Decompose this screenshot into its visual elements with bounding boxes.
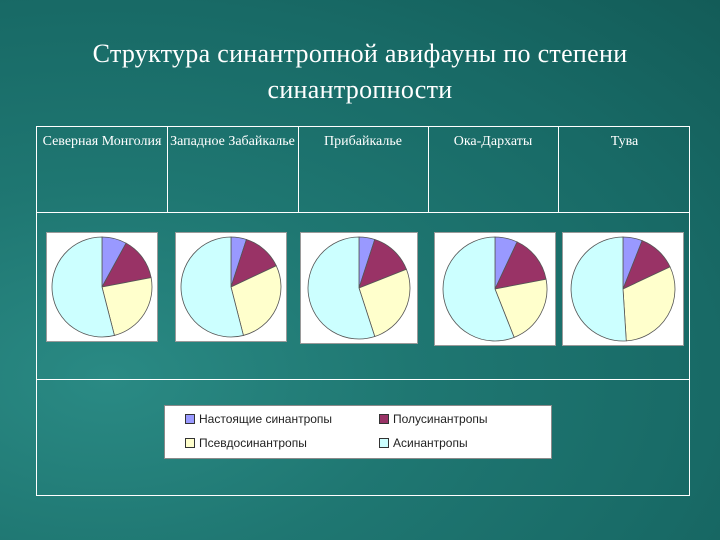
column-divider-3 [428, 127, 429, 212]
region-name-oka-darkhaty: Ока-Дархаты [453, 134, 533, 149]
region-name-cisbaikalia: Прибайкалье [324, 134, 402, 149]
pie-slice-pseudo-synanthropes [230, 265, 282, 336]
pie-slice-pseudo-synanthropes [494, 278, 548, 338]
pie-slice-asynanthropes [180, 236, 244, 338]
pie-slice-asynanthropes [307, 236, 376, 340]
legend-label-true-synanthropes: Настоящие синантропы [199, 412, 333, 426]
pie-slice-pseudo-synanthropes [101, 277, 153, 336]
pie-slice-pseudo-synanthropes [622, 266, 676, 342]
pie-chart-tuva [562, 232, 684, 346]
table-divider-legend [37, 379, 689, 380]
column-divider-2 [298, 127, 299, 212]
pie-chart-cisbaikalia [300, 232, 418, 344]
pie-slice-asynanthropes [51, 236, 115, 338]
pie-chart-oka-darkhaty [434, 232, 556, 346]
legend-label-semi-synanthropes: Полусинантропы [393, 412, 488, 426]
region-name-tuva: Тува [610, 134, 639, 149]
region-name-north-mongolia: Северная Монголия [42, 134, 162, 149]
legend-label-pseudo-synanthropes: Псевдосинантропы [199, 436, 307, 450]
regions-table: Северная Монголия Западное Забайкалье Пр… [36, 126, 690, 496]
pie-slice-semi-synanthropes [494, 241, 547, 290]
legend-swatch [185, 413, 195, 424]
legend-item-asynanthropes: Асинантропы [379, 436, 468, 450]
pie-slice-asynanthropes [570, 236, 627, 342]
pie-slice-pseudo-synanthropes [358, 268, 411, 338]
legend-item-semi-synanthropes: Полусинантропы [379, 412, 488, 426]
column-divider-1 [167, 127, 168, 212]
pie-svg-tuva [570, 236, 676, 342]
table-divider-header [37, 212, 689, 213]
legend-item-true-synanthropes: Настоящие синантропы [185, 412, 332, 426]
legend-swatch [379, 437, 389, 448]
chart-legend: Настоящие синантропы Полусинантропы Псев… [164, 405, 552, 459]
pie-chart-west-transbaikalia [175, 232, 287, 342]
slide-title: Структура синантропной авифауны по степе… [0, 36, 720, 108]
legend-item-pseudo-synanthropes: Псевдосинантропы [185, 436, 307, 450]
pie-slice-asynanthropes [442, 236, 515, 342]
column-divider-4 [558, 127, 559, 212]
pie-svg-cisbaikalia [307, 236, 411, 340]
pie-chart-north-mongolia [46, 232, 158, 342]
legend-swatch [379, 413, 389, 424]
pie-svg-west-transbaikalia [180, 236, 282, 338]
legend-label-asynanthropes: Асинантропы [393, 436, 468, 450]
legend-swatch [185, 437, 195, 448]
pie-svg-oka-darkhaty [442, 236, 548, 342]
slide-title-line-2: синантропности [267, 75, 453, 104]
region-name-west-transbaikalia: Западное Забайкалье [170, 134, 295, 149]
pie-svg-north-mongolia [51, 236, 153, 338]
slide-title-line-1: Структура синантропной авифауны по степе… [92, 39, 628, 68]
